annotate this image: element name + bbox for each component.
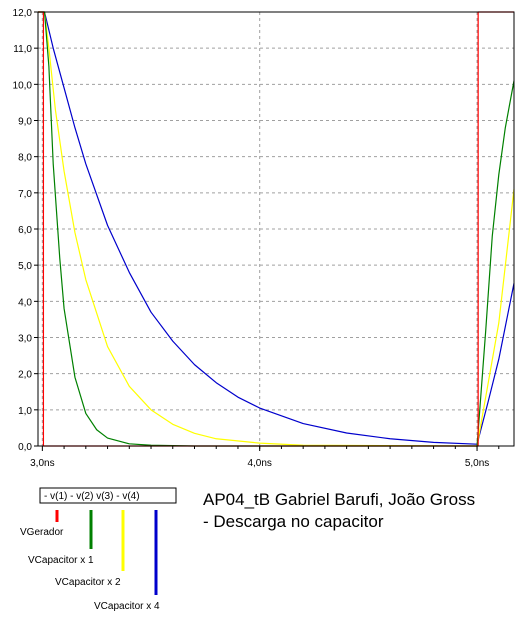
legend-label: VGerador — [20, 527, 64, 538]
x-tick-label: 4,0ns — [247, 458, 271, 469]
y-tick-label: 5,0 — [18, 261, 32, 272]
y-tick-label: 10,0 — [13, 80, 33, 91]
chart-title: AP04_tB Gabriel Barufi, João Gross — [203, 490, 475, 509]
gridlines — [38, 12, 514, 446]
legend: - v(1) - v(2) v(3) - v(4) VGerador VCapac… — [20, 487, 177, 612]
legend-header-box — [39, 487, 177, 504]
legend-header: - v(1) - v(2) v(3) - v(4) — [44, 491, 140, 502]
x-tick-label: 5,0ns — [465, 458, 489, 469]
y-tick-label: 9,0 — [18, 117, 32, 128]
y-tick-label: 7,0 — [18, 189, 32, 200]
y-tick-label: 0,0 — [18, 442, 32, 453]
y-tick-label: 6,0 — [18, 225, 32, 236]
series-line-2 — [38, 11, 515, 447]
y-tick-label: 3,0 — [18, 334, 32, 345]
x-tick-label: 3,0ns — [30, 458, 54, 469]
y-tick-label: 8,0 — [18, 153, 32, 164]
legend-label: VCapacitor x 1 — [28, 555, 94, 566]
legend-label: VCapacitor x 4 — [94, 601, 160, 612]
y-tick-label: 12,0 — [13, 8, 33, 19]
y-tick-label: 2,0 — [18, 370, 32, 381]
y-tick-label: 4,0 — [18, 297, 32, 308]
x-axis-ticks: 3,0ns 4,0ns 5,0ns — [30, 446, 500, 469]
chart-subtitle: - Descarga no capacitor — [203, 512, 384, 531]
y-axis-ticks: 0,0 1,0 2,0 3,0 4,0 5,0 6,0 7,0 8,0 9,0 10,0 11,0 12… — [13, 8, 38, 453]
series-line-4 — [38, 11, 515, 445]
y-tick-label: 11,0 — [13, 44, 32, 55]
y-tick-label: 1,0 — [18, 406, 32, 417]
legend-label: VCapacitor x 2 — [55, 577, 121, 588]
legend-entries: VGerador VCapacitor x 1 VCapacitor x 2 VCap… — [20, 510, 160, 612]
